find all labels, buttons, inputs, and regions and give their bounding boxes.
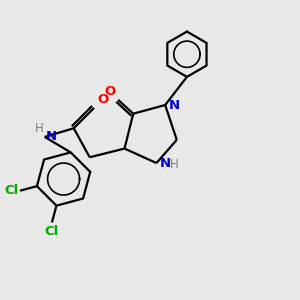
Text: N: N <box>46 130 57 143</box>
Text: O: O <box>105 85 116 98</box>
Text: O: O <box>97 94 108 106</box>
Text: Cl: Cl <box>45 225 59 238</box>
Text: H: H <box>34 122 43 136</box>
Text: Cl: Cl <box>4 184 19 197</box>
Text: N: N <box>160 157 171 169</box>
Text: N: N <box>169 98 180 112</box>
Text: H: H <box>169 158 178 171</box>
